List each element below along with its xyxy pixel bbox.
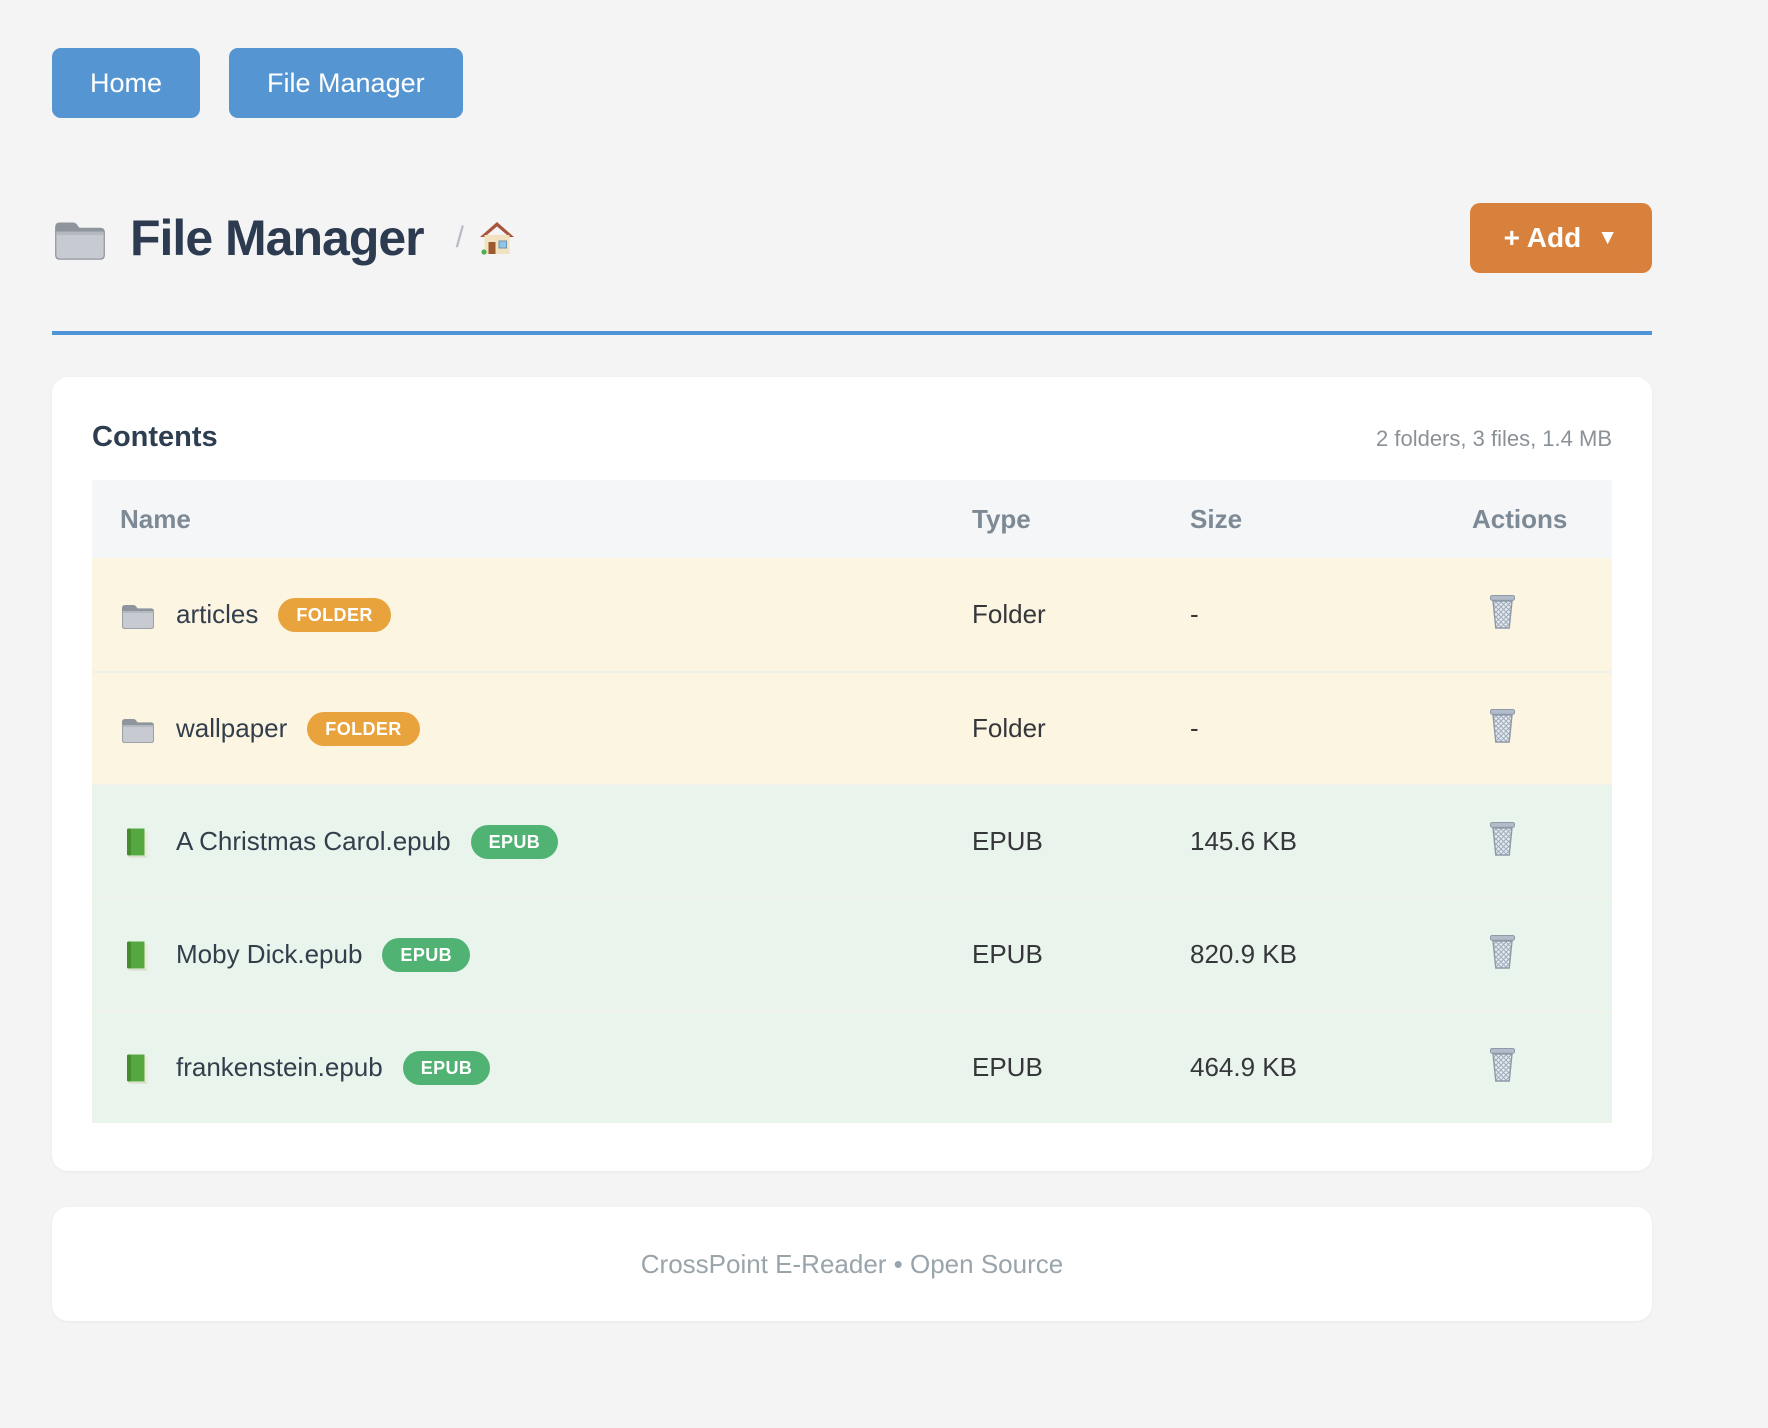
folder-badge: FOLDER: [278, 597, 391, 632]
trash-icon: [1489, 821, 1516, 856]
breadcrumb: /: [456, 220, 516, 256]
book-icon: [127, 941, 148, 970]
column-header-name: Name: [120, 503, 191, 534]
add-button-label: + Add: [1503, 222, 1582, 253]
home-icon[interactable]: [478, 220, 516, 256]
type-cell: EPUB: [972, 1052, 1043, 1082]
footer-text: CrossPoint E-Reader • Open Source: [640, 1248, 1064, 1279]
column-header-type: Type: [972, 503, 1031, 534]
delete-button[interactable]: [1486, 819, 1519, 857]
trash-icon: [1489, 708, 1516, 743]
delete-button[interactable]: [1486, 592, 1519, 630]
breadcrumb-separator: /: [455, 221, 464, 254]
trash-icon: [1489, 1047, 1516, 1082]
epub-badge: EPUB: [382, 937, 471, 972]
table-row: A Christmas Carol.epub EPUB EPUB 145.6 K…: [92, 784, 1612, 897]
delete-button[interactable]: [1486, 932, 1519, 970]
delete-button[interactable]: [1486, 706, 1519, 744]
add-button[interactable]: + Add ▼: [1469, 203, 1652, 273]
size-cell: 464.9 KB: [1190, 1052, 1297, 1082]
file-name-link[interactable]: wallpaper: [176, 713, 288, 743]
trash-icon: [1489, 594, 1516, 629]
table-row: articles FOLDER Folder -: [92, 558, 1612, 671]
type-cell: Folder: [972, 713, 1046, 743]
folder-icon: [55, 222, 105, 260]
type-cell: EPUB: [972, 939, 1043, 969]
top-nav: Home File Manager: [52, 48, 1652, 118]
epub-badge: EPUB: [402, 1050, 491, 1085]
file-name-link[interactable]: articles: [176, 599, 259, 629]
nav-home-button[interactable]: Home: [52, 48, 201, 118]
size-cell: -: [1190, 599, 1199, 629]
table-row: frankenstein.epub EPUB EPUB 464.9 KB: [92, 1010, 1612, 1123]
book-icon: [127, 828, 148, 857]
size-cell: 145.6 KB: [1190, 826, 1297, 856]
table-header-row: Name Type Size Actions: [92, 480, 1612, 558]
nav-file-manager-button[interactable]: File Manager: [229, 48, 463, 118]
file-name-link[interactable]: frankenstein.epub: [176, 1052, 383, 1082]
folder-badge: FOLDER: [307, 711, 420, 746]
file-name-link[interactable]: A Christmas Carol.epub: [176, 826, 451, 856]
footer-card: CrossPoint E-Reader • Open Source: [52, 1207, 1652, 1321]
caret-down-icon: ▼: [1597, 226, 1618, 249]
contents-card: Contents 2 folders, 3 files, 1.4 MB Name…: [52, 377, 1652, 1171]
contents-summary: 2 folders, 3 files, 1.4 MB: [1376, 426, 1612, 451]
column-header-actions: Actions: [1472, 503, 1568, 534]
page-header: File Manager / + Add ▼: [52, 197, 1652, 279]
file-name-link[interactable]: Moby Dick.epub: [176, 939, 363, 969]
size-cell: -: [1190, 713, 1199, 743]
file-manager-page: Home File Manager File Manager / + Add ▼…: [52, 48, 1652, 1321]
folder-icon: [122, 604, 154, 629]
files-table: Name Type Size Actions articles FOLDER F…: [92, 480, 1612, 1123]
epub-badge: EPUB: [470, 824, 559, 859]
header-divider: [52, 331, 1652, 335]
type-cell: Folder: [972, 599, 1046, 629]
page-title: File Manager: [130, 210, 425, 266]
delete-button[interactable]: [1486, 1045, 1519, 1083]
type-cell: EPUB: [972, 826, 1043, 856]
book-icon: [127, 1054, 148, 1083]
table-row: Moby Dick.epub EPUB EPUB 820.9 KB: [92, 897, 1612, 1010]
trash-icon: [1489, 934, 1516, 969]
table-row: wallpaper FOLDER Folder -: [92, 671, 1612, 784]
folder-icon: [122, 718, 154, 743]
column-header-size: Size: [1190, 503, 1243, 534]
contents-heading: Contents: [92, 421, 218, 453]
size-cell: 820.9 KB: [1190, 939, 1297, 969]
